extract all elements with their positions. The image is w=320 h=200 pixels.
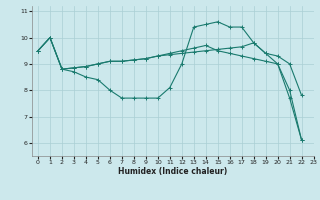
X-axis label: Humidex (Indice chaleur): Humidex (Indice chaleur): [118, 167, 228, 176]
